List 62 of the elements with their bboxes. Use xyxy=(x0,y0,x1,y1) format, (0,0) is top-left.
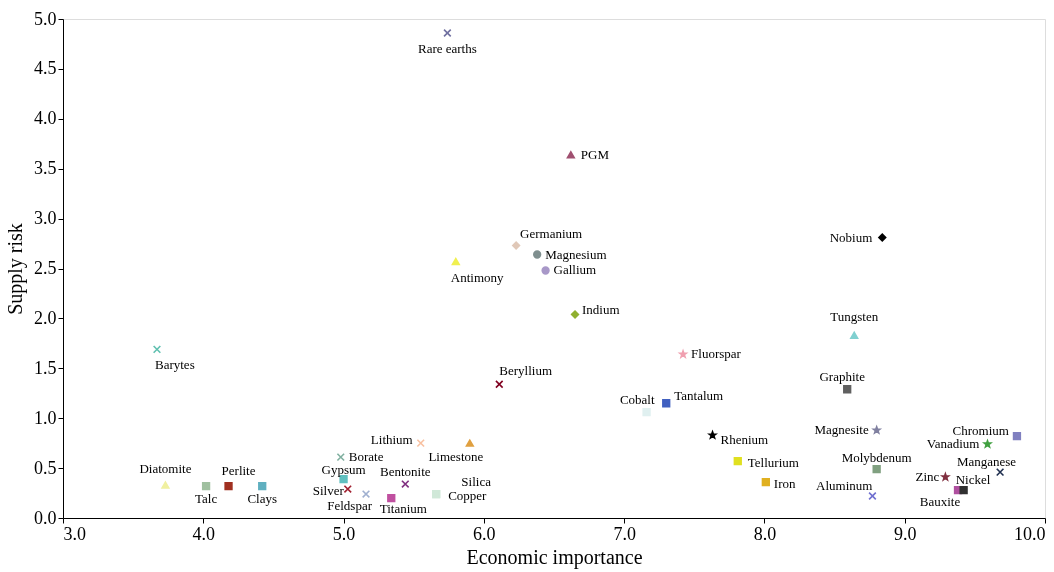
series-label: Borate xyxy=(348,449,384,465)
series-label: Bauxite xyxy=(919,494,961,510)
series-label: Perlite xyxy=(221,463,256,479)
series-label: Cobalt xyxy=(619,392,655,408)
series-label: Tantalum xyxy=(674,388,724,404)
series-label: Indium xyxy=(582,302,620,318)
x-tick-label: 4.0 xyxy=(192,523,216,544)
series-label: Gypsum xyxy=(321,462,366,478)
series-label: Chromium xyxy=(952,423,1009,439)
y-tick-label: 2.5 xyxy=(34,258,57,278)
series-label: Fluorspar xyxy=(691,346,742,362)
y-tick-label: 4.5 xyxy=(34,58,57,79)
series-label: Limestone xyxy=(428,449,484,465)
series-label: Aluminum xyxy=(816,478,873,494)
series-label: Molybdenum xyxy=(841,450,912,466)
series-label: Magnesium xyxy=(545,246,607,262)
series-label: Copper xyxy=(448,488,488,504)
series-label: Rhenium xyxy=(720,432,769,448)
x-tick-label: 8.0 xyxy=(753,523,777,544)
x-tick-label: 6.0 xyxy=(473,523,496,544)
y-tick-label: 2.0 xyxy=(34,307,57,328)
y-axis-title: Supply risk xyxy=(4,223,27,315)
series-label: Iron xyxy=(773,476,796,492)
series-label: Feldspar xyxy=(327,498,373,514)
series-label: Antimony xyxy=(450,269,505,285)
series-label: Titanium xyxy=(379,501,427,517)
y-tick-label: 0.0 xyxy=(34,507,57,528)
series-label: Clays xyxy=(247,491,278,507)
y-tick-label: 0.5 xyxy=(34,457,57,478)
series-label: Manganese xyxy=(956,454,1017,470)
series-label: Lithium xyxy=(370,432,413,448)
series-label: Beryllium xyxy=(499,363,553,379)
series-label: Diatomite xyxy=(139,461,192,477)
y-tick-label: 3.0 xyxy=(34,208,57,229)
series-label: Zinc xyxy=(915,469,940,485)
series-label: Silica xyxy=(461,474,492,490)
series-label: Bentonite xyxy=(380,464,431,480)
x-tick-label: 5.0 xyxy=(332,523,356,544)
y-tick-label: 5.0 xyxy=(34,8,57,29)
series-label: Gallium xyxy=(553,262,597,278)
x-axis-title: Economic importance xyxy=(466,545,643,569)
series-label: Tellurium xyxy=(747,455,799,471)
series-label: Germanium xyxy=(520,225,583,241)
y-tick-label: 1.0 xyxy=(34,407,57,428)
y-tick-label: 3.5 xyxy=(34,158,57,179)
series-label: Tungsten xyxy=(830,309,879,325)
y-tick-label: 4.0 xyxy=(34,108,57,129)
series-label: Graphite xyxy=(819,369,866,385)
series-label: Rare earths xyxy=(417,40,477,56)
y-tick-label: 1.5 xyxy=(34,357,57,378)
series-label: Magnesite xyxy=(814,422,869,438)
x-tick-label: 3.0 xyxy=(63,523,86,544)
series-label: Talc xyxy=(195,491,218,507)
series-label: PGM xyxy=(580,146,610,162)
x-tick-label: 7.0 xyxy=(613,523,636,544)
series-label: Vanadium xyxy=(926,436,980,452)
x-tick-label: 9.0 xyxy=(893,523,917,544)
x-tick-label: 10.0 xyxy=(1014,523,1046,544)
series-label: Barytes xyxy=(154,357,195,373)
series-label: Silver xyxy=(312,483,345,499)
series-label: Nickel xyxy=(955,472,991,488)
series-label: Nobium xyxy=(829,229,873,245)
